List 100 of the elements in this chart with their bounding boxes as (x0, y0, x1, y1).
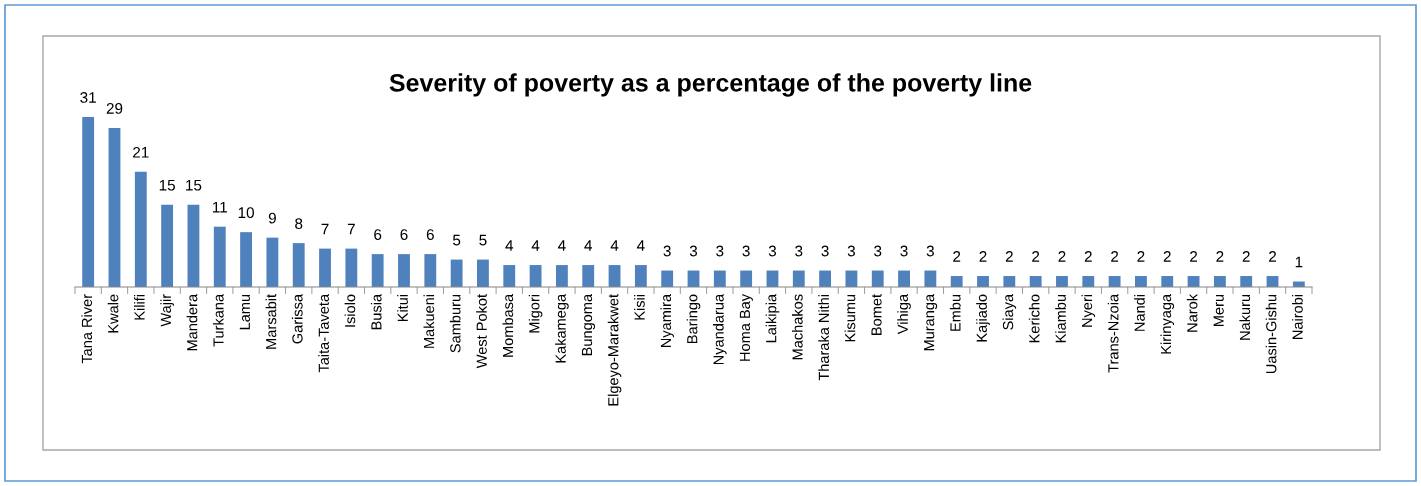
data-label: 9 (268, 212, 276, 224)
x-tick-label: Siaya (1002, 293, 1017, 330)
bar (740, 270, 753, 287)
x-tick-label: Vihiga (897, 293, 911, 335)
data-label: 11 (212, 201, 227, 213)
x-tick-label: Kwale (107, 294, 119, 333)
x-tick-label: Marsabit (265, 294, 277, 349)
x-tick-label: Wajir (160, 294, 174, 327)
bar (345, 248, 358, 287)
bar (266, 237, 279, 287)
x-tick-label: Kiambu (1055, 294, 1066, 343)
bar (1213, 276, 1226, 287)
data-label: 5 (452, 234, 461, 246)
data-label: 7 (347, 223, 355, 235)
bar (1135, 276, 1147, 287)
bar (371, 254, 384, 287)
bar (634, 265, 647, 287)
bar (161, 204, 174, 287)
x-tick-label: Trans-Nzoia (1107, 293, 1119, 373)
data-label: 8 (295, 218, 303, 229)
data-label: 6 (400, 229, 408, 240)
x-tick-label: Homa Bay (739, 293, 753, 361)
x-tick-label: Isiolo (344, 294, 356, 327)
x-tick-label: Baringo (686, 294, 701, 344)
x-tick-label: Machakos (791, 294, 803, 360)
x-tick-label: Lamu (239, 294, 250, 330)
x-tick-label: Kakamega (555, 293, 569, 363)
x-tick-label: Kitui (397, 294, 408, 322)
bar (1240, 276, 1253, 287)
x-tick-label: Kilifi (134, 294, 145, 320)
x-tick-label: Meru (1213, 294, 1224, 326)
bar (134, 171, 147, 287)
x-tick-label: Bomet (871, 294, 882, 335)
bar (450, 259, 463, 287)
data-label: 2 (1163, 251, 1171, 262)
data-label: 4 (584, 240, 593, 251)
bar (924, 270, 937, 287)
bar (661, 270, 674, 287)
bar (792, 270, 805, 287)
x-tick-label: Narok (1186, 293, 1198, 332)
x-tick-label: Elgeyo-Marakwet (607, 294, 622, 406)
data-label: 7 (321, 223, 329, 235)
bar (819, 270, 832, 287)
x-tick-label: Turkana (212, 293, 224, 347)
data-label: 4 (505, 240, 514, 251)
bar (529, 265, 542, 287)
x-tick-label: Mandera (186, 293, 198, 351)
data-label: 2 (1111, 251, 1119, 262)
x-tick-label: Tharaka Nithi (818, 294, 830, 381)
x-tick-label: Nairobi (1292, 294, 1303, 339)
x-tick-label: West Pokot (476, 294, 487, 369)
data-label: 3 (689, 245, 698, 257)
x-tick-label: Kericho (1028, 294, 1040, 343)
bar (398, 254, 410, 287)
data-label: 3 (847, 245, 855, 257)
x-tick-label: Nandi (1134, 294, 1145, 331)
bar (845, 270, 858, 287)
x-tick-label: Embu (949, 294, 961, 331)
data-label: 2 (1242, 251, 1250, 262)
bar (503, 265, 516, 287)
bar (1003, 276, 1016, 287)
bar (240, 232, 252, 287)
x-tick-label: Garissa (291, 293, 303, 344)
data-label: 2 (1058, 251, 1066, 262)
data-label: 2 (1216, 251, 1224, 262)
data-label: 4 (531, 240, 540, 251)
bar (1082, 276, 1095, 287)
bar (82, 117, 95, 287)
bar (292, 243, 305, 287)
data-label: 15 (186, 179, 202, 191)
data-label: 2 (979, 251, 987, 262)
data-label: 29 (106, 103, 123, 114)
x-tick-label: Bungoma (581, 293, 596, 356)
x-tick-label: Mombasa (502, 293, 514, 357)
bar (187, 204, 200, 287)
data-label: 3 (821, 245, 829, 257)
data-label: 3 (716, 245, 724, 257)
bar (213, 226, 226, 287)
bar (477, 259, 489, 287)
x-tick-label: Nyamira (660, 293, 674, 348)
data-label: 2 (1084, 251, 1092, 262)
x-tick-label: Nyeri (1081, 294, 1096, 327)
x-tick-label: Busia (370, 293, 382, 330)
bar (424, 254, 437, 287)
data-label: 2 (1190, 251, 1198, 262)
bar (582, 265, 595, 287)
data-label: 10 (238, 207, 254, 219)
chart-title: Severity of poverty as a percentage of the poverty line (389, 73, 1032, 97)
data-label: 3 (663, 245, 671, 257)
bar (555, 265, 568, 287)
x-tick-label: Kajiado (976, 294, 990, 342)
x-tick-label: Kisumu (844, 294, 856, 342)
data-label: 4 (636, 240, 645, 251)
data-label: 3 (926, 245, 934, 257)
bar (1108, 276, 1121, 287)
bar (1056, 276, 1068, 287)
x-tick-label: Kirinyaga (1160, 293, 1175, 354)
data-label: 15 (159, 179, 175, 191)
data-label: 31 (80, 92, 96, 103)
data-label: 21 (133, 146, 149, 158)
